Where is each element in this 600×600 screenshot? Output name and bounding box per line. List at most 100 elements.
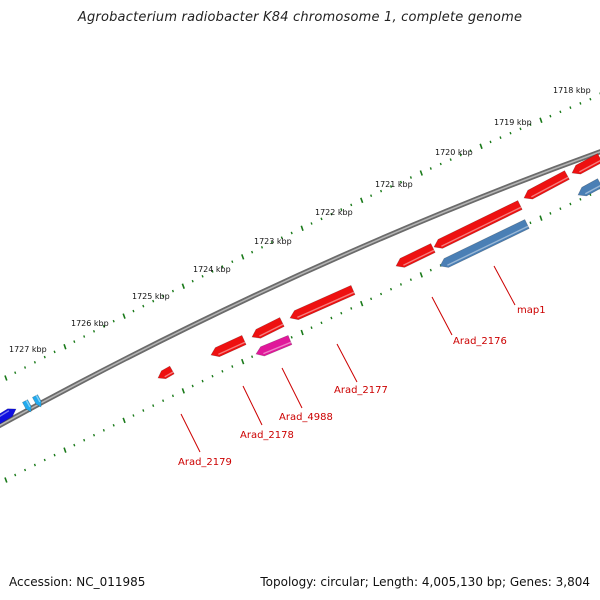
- kbp-label-1723: 1723 kbp: [254, 237, 292, 246]
- gene-upper-1-highlight: [531, 176, 569, 198]
- gene-leader-lines: [180, 265, 516, 453]
- outer-minor-tick: [459, 153, 462, 157]
- outer-major-tick: [241, 254, 245, 260]
- outer-minor-tick: [439, 162, 442, 166]
- outer-minor-tick: [529, 123, 532, 126]
- outer-minor-tick: [380, 189, 383, 193]
- inner-minor-tick: [152, 404, 155, 407]
- gene-arad-2179-highlight: [164, 371, 174, 378]
- outer-minor-tick: [569, 106, 572, 109]
- inner-minor-tick: [370, 297, 373, 301]
- gene-left-cyan-2: [31, 394, 42, 408]
- inner-minor-tick: [231, 365, 234, 368]
- gene-upper-edge-highlight: [579, 160, 600, 173]
- leader-map1: [493, 265, 516, 306]
- outer-minor-tick: [280, 236, 283, 240]
- gene-lower-edge-highlight: [584, 185, 600, 195]
- inner-minor-tick: [429, 268, 432, 272]
- gene-labels: map1 Arad_2176 Arad_2177 Arad_4988 Arad_…: [178, 305, 546, 468]
- outer-minor-tick: [389, 185, 393, 188]
- inner-scale-ticks: [4, 187, 600, 483]
- inner-major-tick: [122, 417, 126, 424]
- outer-minor-tick: [290, 231, 293, 235]
- outer-minor-tick: [162, 294, 165, 298]
- outer-minor-tick: [221, 265, 224, 268]
- gene-label-arad-2177: Arad_2177: [334, 385, 388, 396]
- inner-minor-tick: [409, 278, 412, 282]
- outer-minor-tick: [83, 335, 86, 338]
- gene-label-arad-4988: Arad_4988: [279, 412, 333, 423]
- gene-arad-2177-highlight: [297, 291, 355, 319]
- inner-minor-tick: [92, 433, 96, 437]
- outer-minor-tick: [350, 203, 353, 207]
- outer-major-tick: [122, 313, 126, 319]
- outer-minor-tick: [489, 140, 492, 144]
- outer-minor-tick: [191, 279, 194, 283]
- leader-arad-2179: [180, 413, 201, 453]
- inner-minor-tick: [73, 443, 76, 447]
- outer-minor-tick: [33, 360, 36, 364]
- gene-left-cyan-2-highlight: [35, 394, 41, 403]
- gene-features: [0, 153, 600, 425]
- inner-minor-tick: [340, 311, 343, 315]
- gene-arad-4988: [255, 335, 293, 357]
- outer-minor-tick: [519, 127, 522, 131]
- outer-major-tick: [4, 375, 8, 381]
- gene-arad-4988-highlight: [263, 341, 292, 355]
- outer-minor-tick: [330, 212, 333, 216]
- gene-label-arad-2176: Arad_2176: [453, 336, 507, 347]
- outer-minor-tick: [53, 350, 56, 354]
- inner-minor-tick: [569, 202, 572, 206]
- inner-minor-tick: [102, 428, 105, 432]
- inner-major-tick: [539, 215, 543, 221]
- outer-minor-tick: [260, 245, 264, 249]
- outer-minor-tick: [152, 299, 155, 303]
- inner-minor-tick: [350, 307, 353, 310]
- gene-map1-highlight: [447, 225, 529, 266]
- outer-major-tick: [360, 197, 364, 204]
- outer-minor-tick: [14, 371, 17, 375]
- inner-minor-tick: [211, 374, 214, 378]
- leader-arad-4988: [281, 367, 303, 409]
- gene-label-arad-2179: Arad_2179: [178, 457, 232, 468]
- inner-minor-tick: [53, 453, 56, 457]
- outer-major-tick: [419, 170, 423, 176]
- inner-minor-tick: [251, 355, 254, 359]
- inner-minor-tick: [221, 369, 224, 373]
- outer-minor-tick: [589, 97, 592, 101]
- kbp-label-1722: 1722 kbp: [315, 208, 353, 217]
- kbp-label-1719: 1719 kbp: [494, 118, 532, 127]
- outer-minor-tick: [549, 114, 552, 118]
- inner-minor-tick: [320, 321, 323, 325]
- outer-minor-tick: [211, 270, 214, 273]
- kbp-label-1725: 1725 kbp: [132, 292, 170, 301]
- leader-arad-2176: [431, 296, 453, 336]
- outer-minor-tick: [132, 309, 135, 313]
- kbp-label-1724: 1724 kbp: [193, 265, 231, 274]
- inner-major-tick: [241, 358, 245, 365]
- kbp-label-1720: 1720 kbp: [435, 148, 473, 157]
- inner-minor-tick: [33, 463, 36, 467]
- outer-minor-tick: [142, 304, 145, 308]
- gene-upper-5: [251, 317, 285, 339]
- kbp-label-1718: 1718 kbp: [553, 86, 591, 95]
- outer-minor-tick: [43, 355, 46, 359]
- outer-minor-tick: [399, 180, 402, 184]
- outer-minor-tick: [231, 260, 234, 264]
- gene-map1: [439, 219, 530, 268]
- inner-minor-tick: [112, 423, 115, 427]
- inner-minor-tick: [43, 458, 46, 462]
- inner-major-tick: [63, 447, 67, 453]
- inner-minor-tick: [549, 212, 552, 215]
- gene-arad-2178-highlight: [218, 341, 246, 356]
- outer-minor-tick: [251, 250, 254, 254]
- inner-minor-tick: [559, 207, 562, 211]
- gene-left-navy-highlight: [0, 410, 10, 417]
- inner-major-tick: [181, 388, 185, 394]
- outer-minor-tick: [201, 274, 204, 278]
- gene-upper-5-highlight: [259, 323, 284, 337]
- inner-minor-tick: [24, 468, 27, 472]
- inner-minor-tick: [529, 221, 532, 225]
- gene-left-navy: [0, 408, 17, 425]
- outer-minor-tick: [509, 131, 512, 135]
